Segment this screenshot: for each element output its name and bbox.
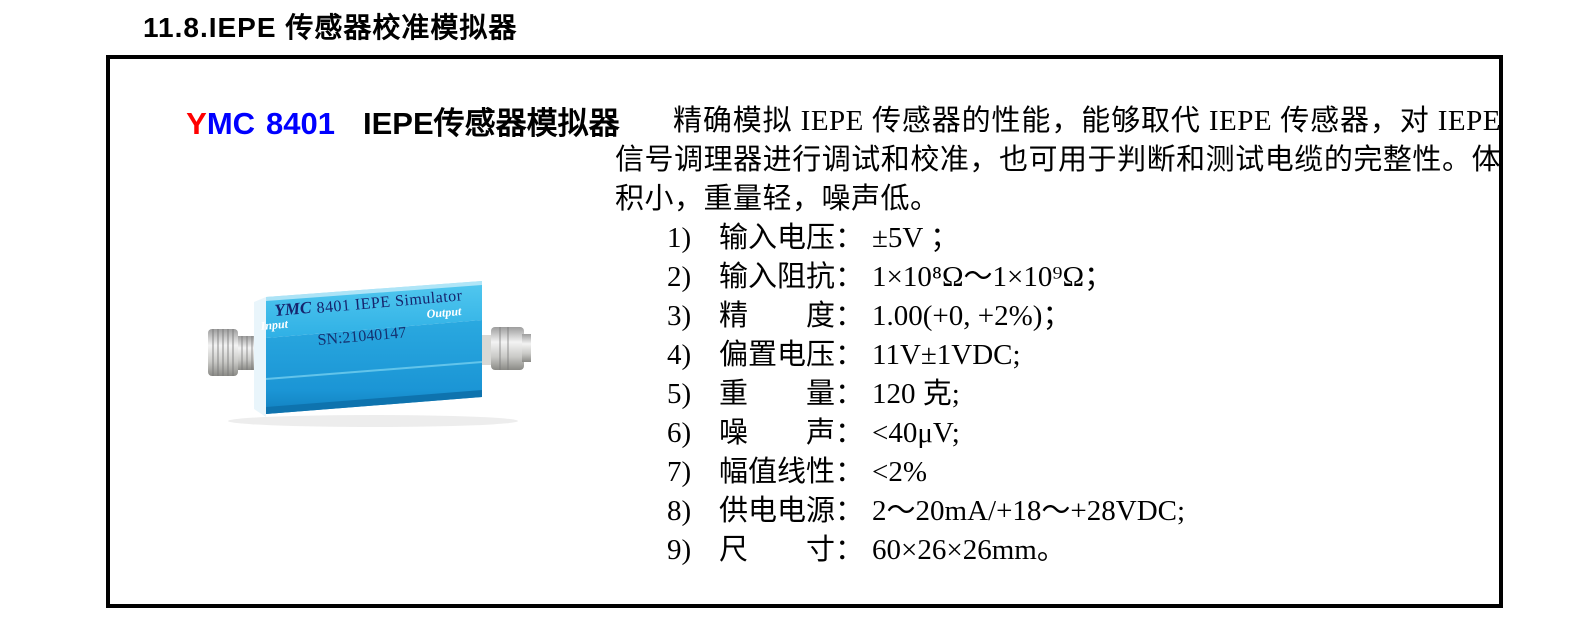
spec-row: 4) 偏置电压： 11V±1VDC; <box>667 336 1501 375</box>
device-output-label: Output <box>426 304 462 321</box>
spec-number: 4) <box>667 339 692 371</box>
spec-label: 供电电源： <box>719 495 865 527</box>
spec-list: 1) 输入电压： ±5V ； 2) 输入阻抗： 1×10⁸Ω～1×10⁹Ω； 3) 精 度… <box>615 219 1501 570</box>
input-connector <box>208 329 254 376</box>
device-body <box>254 281 483 417</box>
spec-number: 5) <box>667 378 692 410</box>
brand-letters-mc: MC <box>206 106 256 141</box>
model-number: 8401 <box>266 106 335 141</box>
spec-number: 2) <box>667 261 692 293</box>
device-photo: YMC 8401 IEPE Simulator Input Output SN:… <box>205 271 535 436</box>
spec-number: 8) <box>667 495 692 527</box>
spec-row: 8) 供电电源： 2～20mA/+18～+28VDC; <box>667 492 1501 531</box>
spec-value: 1×10⁸Ω～1×10⁹Ω； <box>872 261 1114 293</box>
spec-row: 2) 输入阻抗： 1×10⁸Ω～1×10⁹Ω； <box>667 258 1501 297</box>
spec-label: 输入电压： <box>719 222 865 254</box>
spec-value: <40μV; <box>872 417 960 449</box>
spec-number: 3) <box>667 300 692 332</box>
spec-label: 偏置电压： <box>719 339 865 371</box>
spec-value: 2～20mA/+18～+28VDC; <box>872 495 1186 527</box>
output-connector <box>482 327 531 370</box>
description-paragraph: 精确模拟 IEPE 传感器的性能，能够取代 IEPE 传感器，对 IEPE 信号… <box>615 105 1501 215</box>
spec-value: 60×26×26mm。 <box>872 534 1066 566</box>
spec-value: ±5V ； <box>872 222 960 254</box>
spec-label: 重 量： <box>719 378 865 410</box>
spec-row: 9) 尺 寸： 60×26×26mm。 <box>667 531 1501 570</box>
product-name: IEPE传感器模拟器 <box>363 106 620 141</box>
spec-number: 1) <box>667 222 692 254</box>
spec-number: 6) <box>667 417 692 449</box>
section-heading: 11.8.IEPE 传感器校准模拟器 <box>143 12 518 43</box>
spec-number: 7) <box>667 456 692 488</box>
spec-label: 幅值线性： <box>719 456 865 488</box>
spec-row: 7) 幅值线性： <2% <box>667 453 1501 492</box>
spec-label: 输入阻抗： <box>719 261 865 293</box>
device-input-label: Input <box>259 317 289 333</box>
spec-label: 精 度： <box>719 300 865 332</box>
spec-row: 1) 输入电压： ±5V ； <box>667 219 1501 258</box>
spec-value: 120 克; <box>872 378 960 410</box>
spec-value: 11V±1VDC; <box>872 339 1021 371</box>
spec-label: 噪 声： <box>719 417 865 449</box>
spec-value: 1.00(+0, +2%)； <box>872 300 1072 332</box>
spec-value: <2% <box>872 456 928 488</box>
spec-row: 5) 重 量： 120 克; <box>667 375 1501 414</box>
spec-label: 尺 寸： <box>719 534 865 566</box>
spec-row: 3) 精 度： 1.00(+0, +2%)； <box>667 297 1501 336</box>
spec-row: 6) 噪 声： <40μV; <box>667 414 1501 453</box>
spec-number: 9) <box>667 534 692 566</box>
device-illustration: YMC 8401 IEPE Simulator Input Output SN:… <box>208 281 531 427</box>
brand-letter-y: Y <box>186 106 207 141</box>
device-logo-text: YMC <box>274 298 313 320</box>
product-box: YMC 8401 IEPE传感器模拟器 <box>106 55 1503 608</box>
product-title: YMC 8401 IEPE传感器模拟器 <box>135 62 620 179</box>
device-shadow <box>228 415 518 427</box>
spec-column: 精确模拟 IEPE 传感器的性能，能够取代 IEPE 传感器，对 IEPE 信号… <box>615 102 1501 570</box>
